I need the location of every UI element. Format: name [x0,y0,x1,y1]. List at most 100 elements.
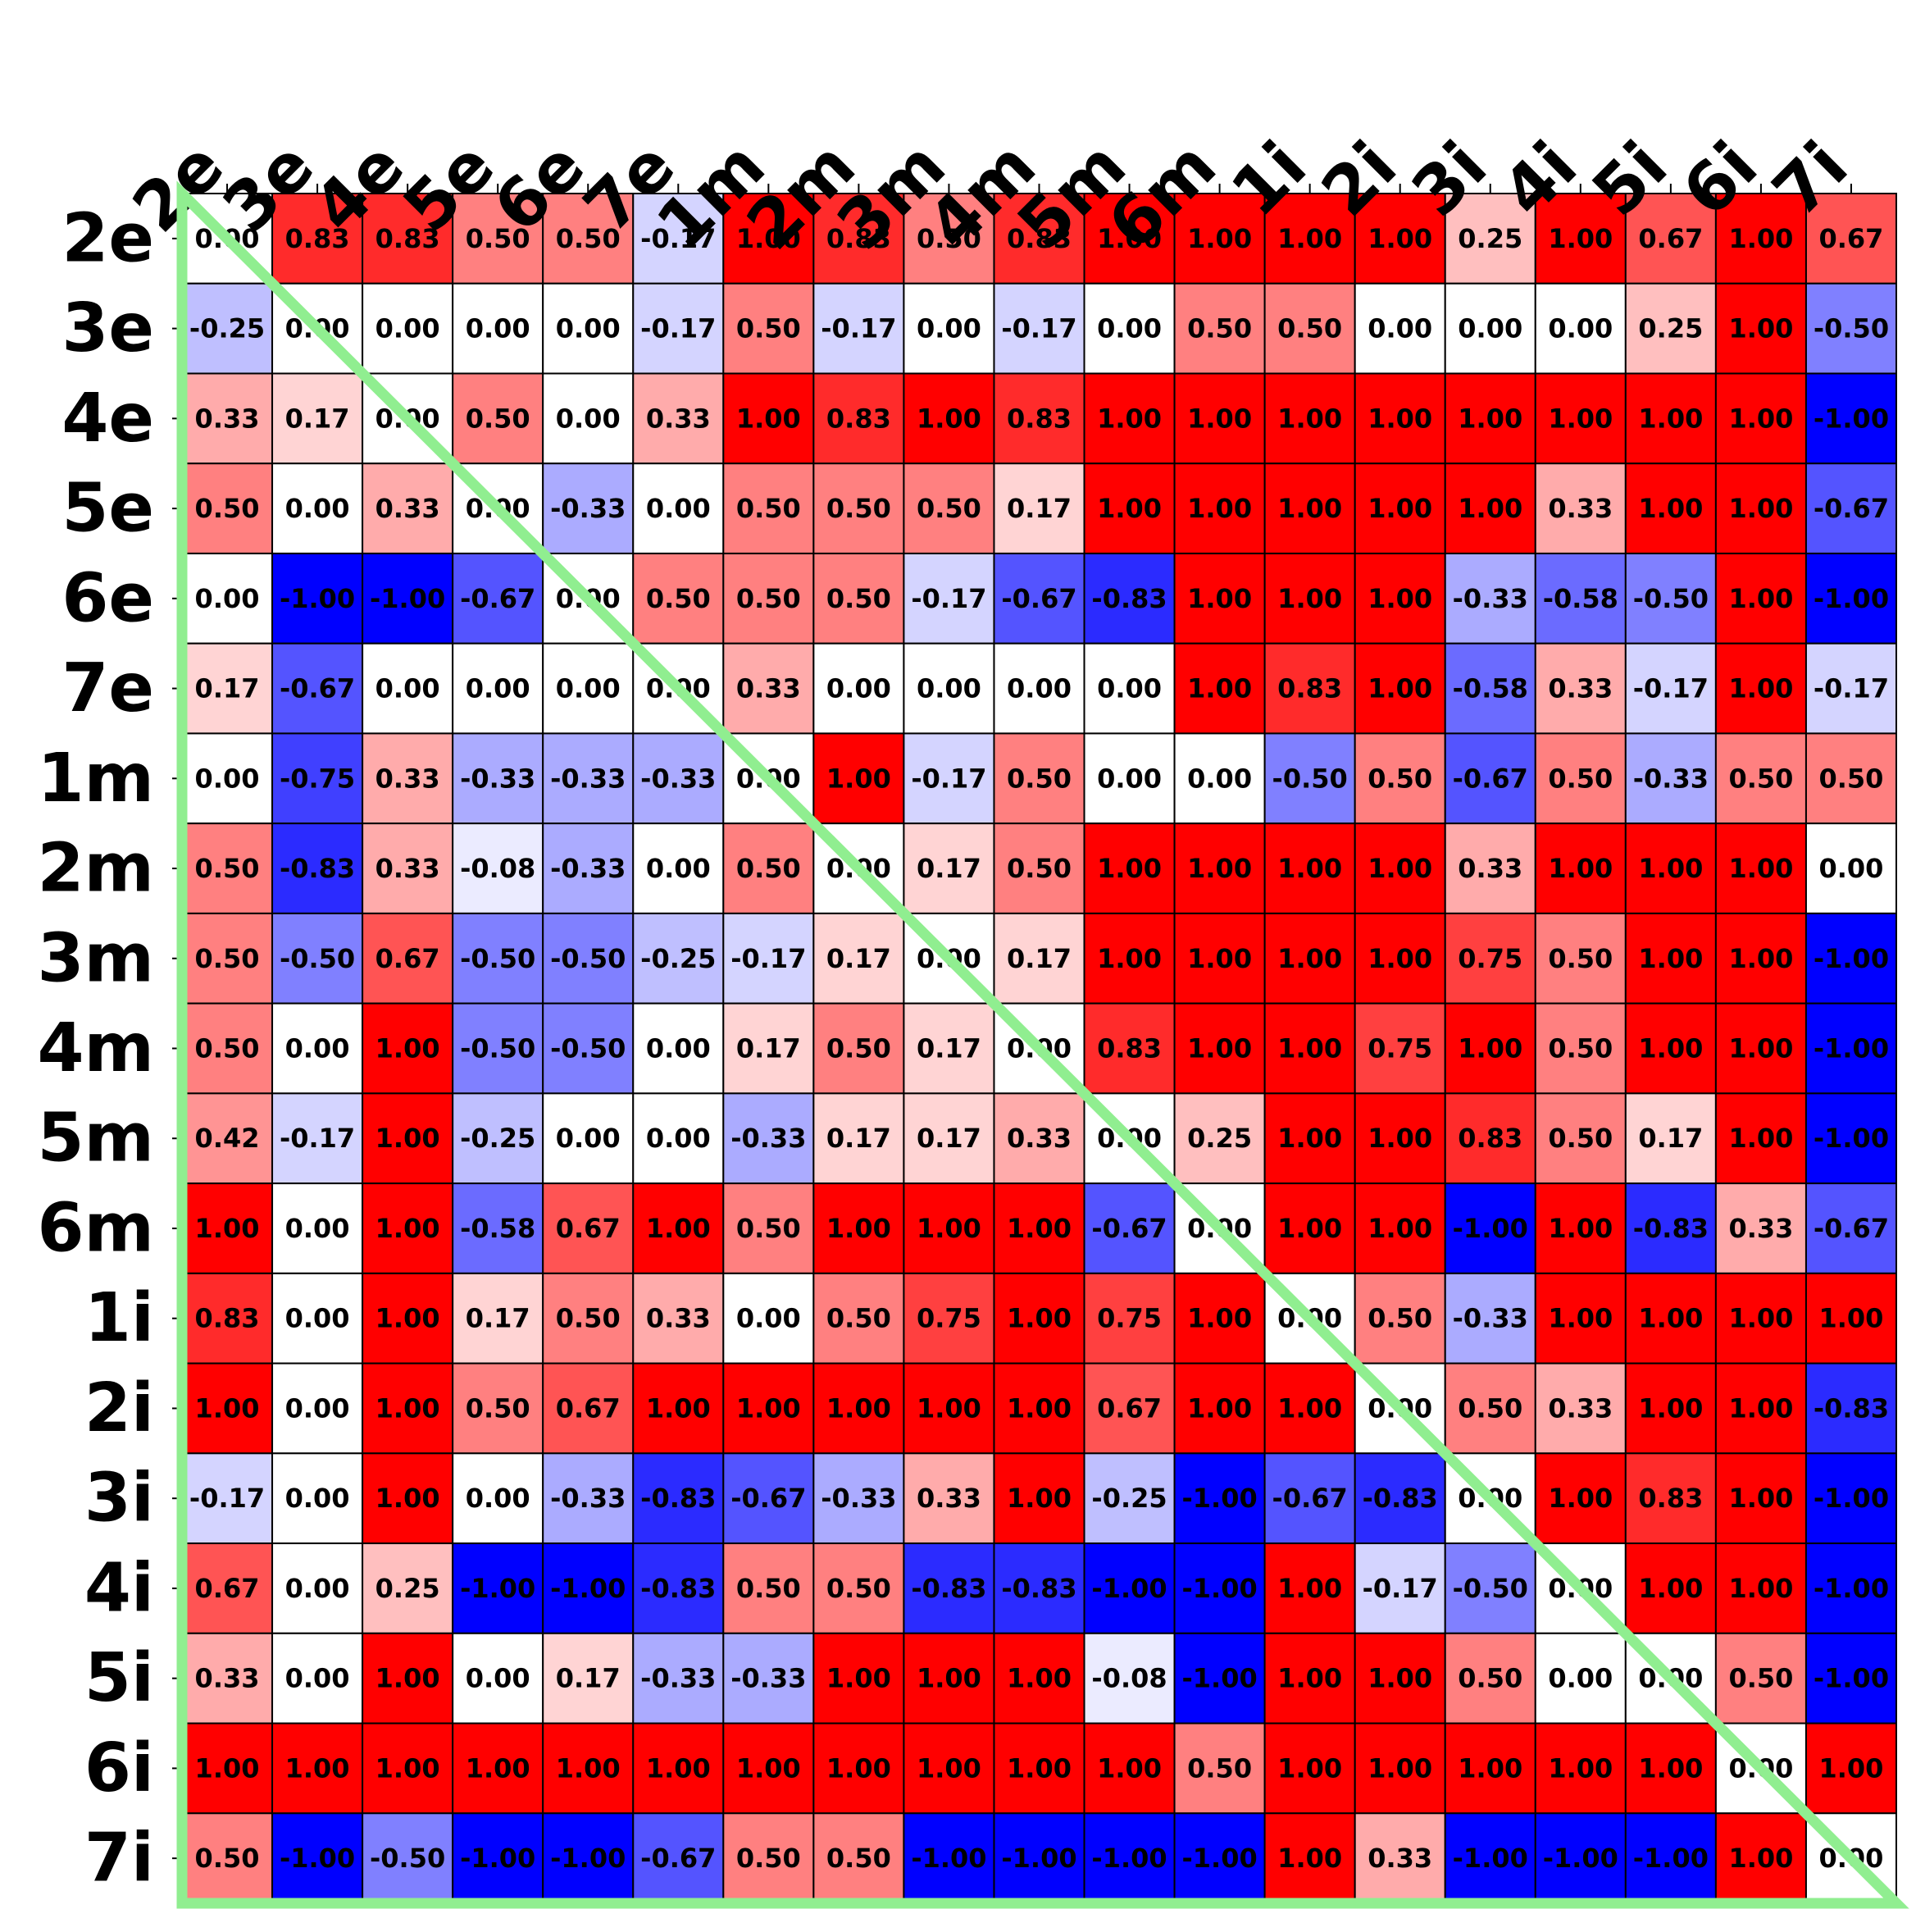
cell-4e-6e [542,372,635,465]
cell-value-1m-3e: -0.75 [280,763,355,794]
cell-value-4e-3i: 1.00 [1458,403,1522,434]
y-tick-label-6i: 6i [84,1729,154,1807]
cell-2m-2i [1354,822,1446,914]
cell-2e-6i [1714,193,1807,285]
cell-4i-3i [1444,1542,1536,1634]
cell-value-6i-1m: 1.00 [736,1752,801,1784]
cell-6e-1m [722,552,815,645]
cell-1m-2i [1354,732,1446,825]
cell-value-2m-4m: 0.50 [1007,853,1072,884]
cell-5i-4i [1534,1632,1627,1725]
cell-6e-7i [1804,552,1897,645]
cell-value-4e-6m: 1.00 [1187,403,1252,434]
cell-5i-7i [1804,1632,1897,1725]
cell-value-4m-4i: 0.50 [1548,1033,1613,1064]
cell-5i-2e [181,1632,274,1725]
cell-value-4i-1i: 1.00 [1277,1573,1342,1604]
cell-value-4e-1i: 1.00 [1277,403,1342,434]
cell-value-1i-6m: 1.00 [1187,1303,1252,1334]
cell-1i-2m [812,1272,905,1365]
cell-value-4e-3m: 1.00 [917,403,981,434]
cell-value-4i-3i: -0.50 [1453,1573,1528,1604]
cell-value-6m-3e: 0.00 [285,1213,350,1244]
cell-value-4e-4m: 0.83 [1007,403,1072,434]
cell-value-4e-5e: 0.50 [466,403,530,434]
cell-value-4i-2i: -0.17 [1363,1573,1438,1604]
cell-value-4m-3i: 1.00 [1458,1033,1522,1064]
cell-value-3e-3m: 0.00 [917,313,981,344]
cell-6m-2i [1354,1182,1446,1274]
cell-value-2e-6e: 0.50 [556,223,621,254]
cell-value-2e-5m: 1.00 [1097,223,1162,254]
cell-value-4i-4e: 0.25 [375,1573,440,1604]
cell-value-4e-5m: 1.00 [1097,403,1162,434]
cell-4m-5e [452,1002,544,1095]
cell-value-2i-4m: 1.00 [1007,1392,1072,1424]
cell-value-1m-6i: 0.50 [1728,763,1793,794]
cell-3m-7i [1804,912,1897,1005]
cell-value-1m-5m: 0.00 [1097,763,1162,794]
cell-5m-1m [722,1092,815,1185]
cell-value-3i-7i: -1.00 [1814,1483,1889,1514]
cell-4i-6m [1173,1542,1266,1634]
cell-value-7e-4e: 0.00 [375,673,440,704]
cell-value-1m-5i: -0.33 [1633,763,1709,794]
cell-3e-4e [362,282,454,375]
cell-value-1i-7i: 1.00 [1818,1303,1883,1334]
cell-6e-3e [271,552,364,645]
cell-2e-7e [632,193,725,285]
y-tick-label-7i: 7i [84,1820,154,1898]
cell-4m-6m [1173,1002,1266,1095]
cell-5m-6m [1173,1092,1266,1185]
cell-value-1i-1m: 0.00 [736,1303,801,1334]
cell-value-1i-6e: 0.50 [556,1303,621,1334]
cell-1i-2e [181,1272,274,1365]
cell-5i-2m [812,1632,905,1725]
cell-value-5i-4m: 1.00 [1007,1663,1072,1694]
cell-value-3m-5m: 1.00 [1097,943,1162,974]
cell-1m-7e [632,732,725,825]
cell-4i-6i [1714,1542,1807,1634]
cell-value-6e-7i: -1.00 [1814,583,1889,614]
cell-value-6i-6e: 1.00 [556,1752,621,1784]
cell-value-2m-5e: -0.08 [460,853,535,884]
y-tick-label-1i: 1i [84,1279,154,1357]
cell-1m-7i [1804,732,1897,825]
cell-value-2m-6m: 1.00 [1187,853,1252,884]
cell-6m-4e [362,1182,454,1274]
cell-value-3i-3m: 0.33 [917,1483,981,1514]
cell-value-2i-7i: -0.83 [1814,1392,1889,1424]
cell-value-3i-1i: -0.67 [1272,1483,1348,1514]
cell-value-3m-4m: 0.17 [1007,943,1072,974]
cell-value-3e-2e: -0.25 [189,313,265,344]
cell-value-5m-6m: 0.25 [1187,1123,1252,1154]
cell-value-6i-6m: 0.50 [1187,1752,1252,1784]
cell-value-6m-4i: 1.00 [1548,1213,1613,1244]
cell-value-3m-1m: -0.17 [730,943,806,974]
cell-6m-5e [452,1182,544,1274]
cell-value-6m-2i: 1.00 [1368,1213,1432,1244]
cell-4e-5m [1083,372,1176,465]
cell-value-6e-3i: -0.33 [1453,583,1528,614]
cell-value-3e-2m: -0.17 [821,313,896,344]
cell-2e-6m [1173,193,1266,285]
cell-3i-6i [1714,1452,1807,1545]
cell-value-6e-5i: -0.50 [1633,583,1709,614]
cell-value-6m-1i: 1.00 [1277,1213,1342,1244]
cell-7e-5e [452,642,544,735]
cell-value-5i-5e: 0.00 [466,1663,530,1694]
cell-value-6e-5m: -0.83 [1091,583,1167,614]
cell-value-4e-2i: 1.00 [1368,403,1432,434]
cell-value-6i-4e: 1.00 [375,1752,440,1784]
cell-2i-4i [1534,1362,1627,1455]
cell-value-5m-1i: 1.00 [1277,1123,1342,1154]
cell-value-5i-6i: 0.50 [1728,1663,1793,1694]
cell-value-2e-2i: 1.00 [1368,223,1432,254]
cell-value-6m-5e: -0.58 [460,1213,535,1244]
cell-value-2e-3e: 0.83 [285,223,350,254]
cell-value-6e-3e: -1.00 [280,583,355,614]
cell-7e-3i [1444,642,1536,735]
cell-value-2i-1i: 1.00 [1277,1392,1342,1424]
cell-4m-5m [1083,1002,1176,1095]
cell-value-5m-3m: 0.17 [917,1123,981,1154]
